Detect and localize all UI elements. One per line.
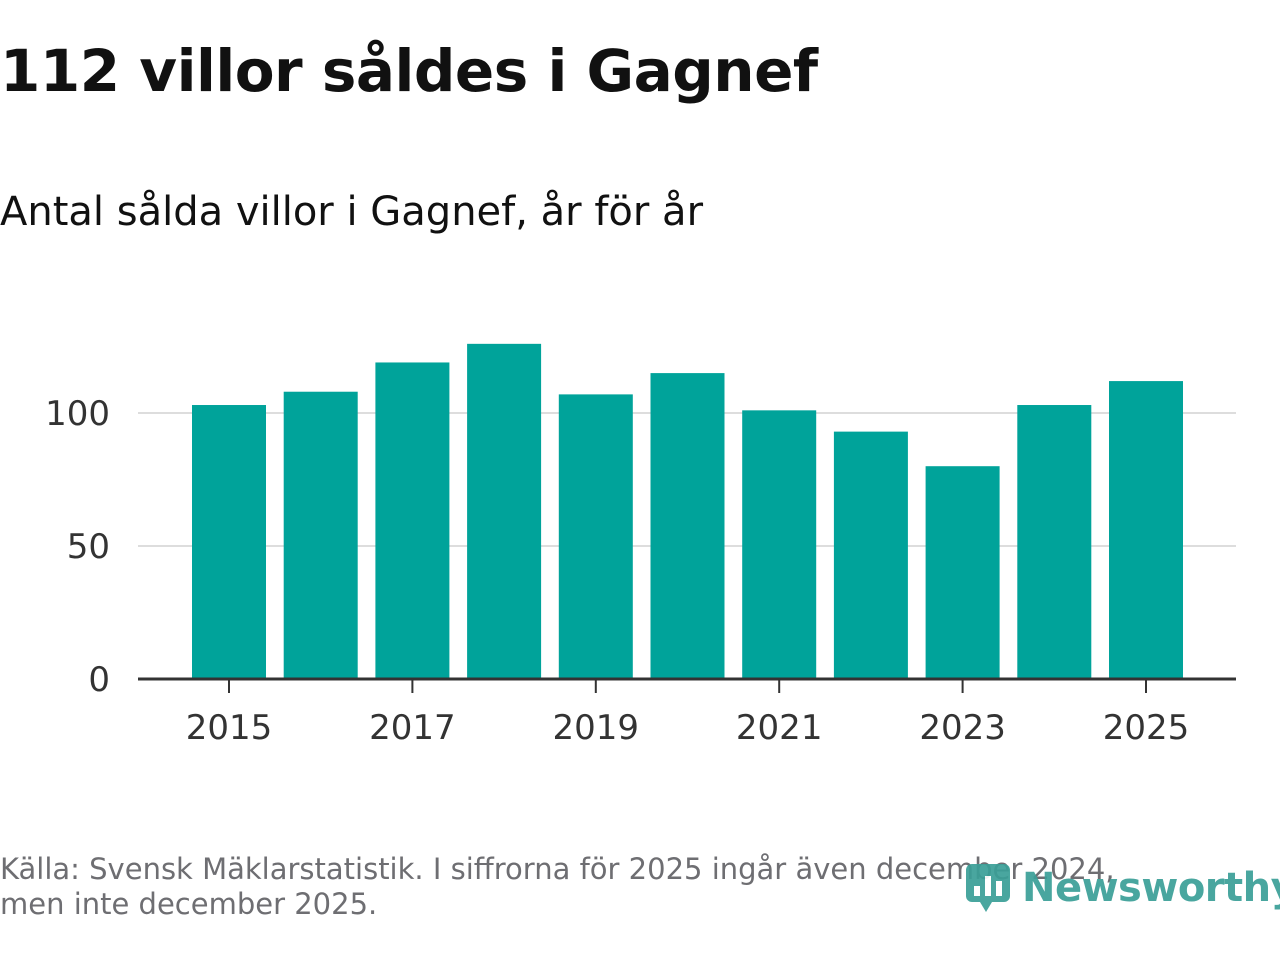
bar-2021	[742, 410, 817, 679]
bar-2018	[467, 343, 542, 679]
chart-subtitle: Antal sålda villor i Gagnef, år för år	[0, 189, 704, 235]
bar-2022	[833, 431, 908, 679]
source-line-2: men inte december 2025.	[0, 886, 378, 921]
x-tick-label: 2021	[736, 708, 823, 748]
bar-2024	[1017, 405, 1092, 679]
x-axis-ticks: 2015 2017 2019 2021 2023 2025	[186, 679, 1190, 748]
x-tick-label: 2017	[369, 708, 456, 748]
bar-2020	[650, 373, 725, 679]
bar-2015	[192, 405, 266, 679]
y-tick-label: 100	[45, 394, 110, 434]
source-note: Källa: Svensk Mäklarstatistik. I siffror…	[0, 852, 1230, 922]
y-axis-ticks: 0 50 100	[45, 394, 110, 700]
bar-2025	[1109, 381, 1183, 679]
x-tick-label: 2015	[186, 708, 273, 748]
bar-2017	[375, 362, 450, 679]
newsworthy-logo[interactable]: Newsworthy	[964, 862, 1280, 914]
y-tick-label: 0	[88, 660, 110, 700]
logo-wordmark: Newsworthy	[1022, 865, 1280, 911]
bar-2023	[925, 466, 1000, 679]
chart-title: 112 villor såldes i Gagnef	[0, 37, 818, 105]
bar-2016	[283, 391, 358, 679]
x-tick-label: 2023	[919, 708, 1006, 748]
source-line-1: Källa: Svensk Mäklarstatistik. I siffror…	[0, 852, 1115, 886]
bar-2019	[558, 394, 633, 679]
bar-chart: 0 50 100 2015 2017 2019 2021 2023 2025	[45, 343, 1236, 748]
x-tick-label: 2025	[1103, 708, 1190, 748]
x-tick-label: 2019	[553, 708, 640, 748]
bars	[192, 343, 1183, 679]
chart-bubble-icon	[966, 864, 1010, 912]
y-tick-label: 50	[67, 527, 110, 567]
